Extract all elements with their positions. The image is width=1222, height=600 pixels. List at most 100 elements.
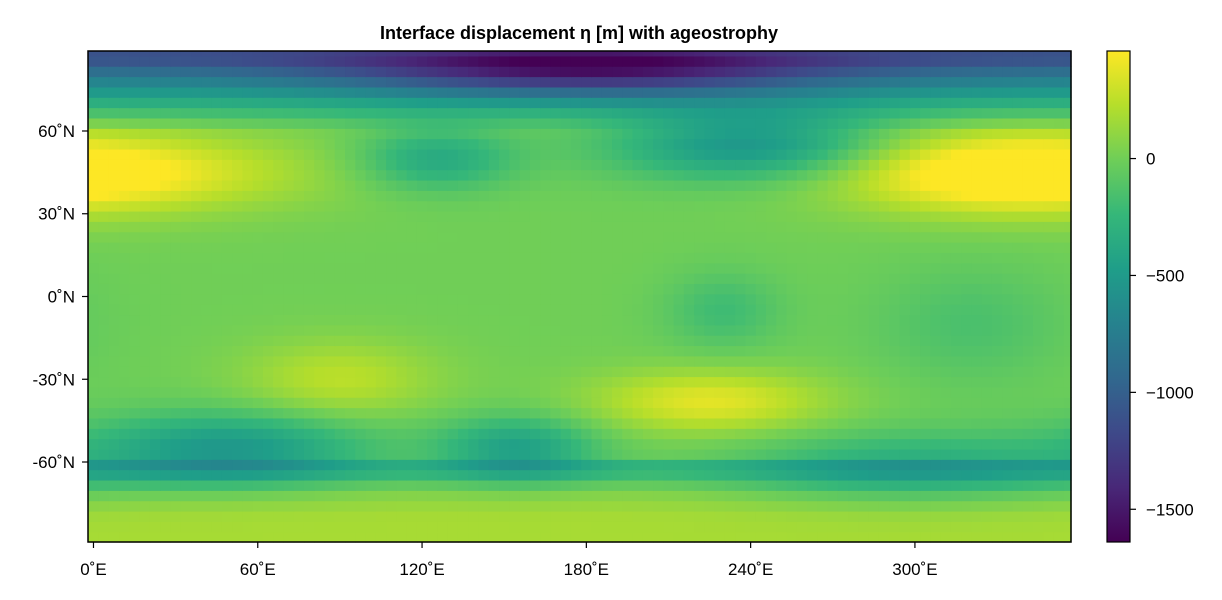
heatmap-cell bbox=[242, 273, 254, 284]
heatmap-cell bbox=[950, 148, 962, 160]
heatmap-cell bbox=[766, 490, 777, 502]
heatmap-cell bbox=[447, 324, 459, 336]
heatmap-cell bbox=[735, 376, 747, 388]
heatmap-cell bbox=[396, 479, 408, 491]
heatmap-cell bbox=[519, 107, 531, 119]
heatmap-cell bbox=[427, 304, 439, 316]
heatmap-cell bbox=[591, 51, 603, 57]
heatmap-cell bbox=[314, 386, 326, 398]
heatmap-cell bbox=[211, 314, 223, 326]
heatmap-cell bbox=[971, 304, 983, 316]
heatmap-cell bbox=[570, 273, 582, 284]
heatmap-cell bbox=[735, 231, 747, 243]
heatmap-cell bbox=[201, 179, 213, 191]
heatmap-cell bbox=[1002, 159, 1014, 171]
heatmap-cell bbox=[673, 148, 685, 160]
heatmap-cell bbox=[232, 469, 243, 481]
heatmap-cell bbox=[303, 479, 315, 491]
heatmap-cell bbox=[283, 500, 295, 512]
heatmap-cell bbox=[416, 314, 428, 326]
heatmap-cell bbox=[355, 169, 367, 181]
heatmap-cell bbox=[529, 355, 541, 367]
heatmap-cell bbox=[971, 376, 983, 388]
heatmap-cell bbox=[1022, 55, 1034, 67]
heatmap-cell bbox=[303, 438, 315, 450]
heatmap-cell bbox=[540, 97, 552, 109]
heatmap-cell bbox=[909, 169, 921, 181]
heatmap-cell bbox=[232, 200, 243, 212]
heatmap-cell bbox=[406, 210, 418, 222]
heatmap-cell bbox=[612, 459, 623, 471]
heatmap-cell bbox=[1022, 51, 1034, 57]
heatmap-cell bbox=[1002, 138, 1014, 150]
heatmap-cell bbox=[858, 76, 870, 88]
heatmap-cell bbox=[653, 200, 664, 212]
heatmap-cell bbox=[119, 438, 131, 450]
heatmap-cell bbox=[180, 531, 192, 543]
heatmap-cell bbox=[622, 231, 634, 243]
heatmap-cell bbox=[858, 314, 870, 326]
heatmap-cell bbox=[724, 531, 736, 543]
heatmap-cell bbox=[724, 262, 736, 274]
heatmap-cell bbox=[683, 273, 695, 284]
heatmap-cell bbox=[119, 417, 131, 429]
heatmap-cell bbox=[262, 521, 274, 533]
heatmap-cell bbox=[581, 479, 593, 491]
heatmap-cell bbox=[950, 107, 962, 119]
heatmap-cell bbox=[745, 242, 757, 253]
heatmap-cell bbox=[786, 200, 798, 212]
heatmap-cell bbox=[961, 55, 972, 67]
heatmap-cell bbox=[786, 148, 798, 160]
heatmap-cell bbox=[283, 469, 295, 481]
heatmap-cell bbox=[488, 510, 500, 522]
heatmap-cell bbox=[108, 531, 120, 543]
heatmap-cell bbox=[416, 510, 428, 522]
heatmap-cell bbox=[550, 128, 562, 140]
heatmap-cell bbox=[766, 262, 777, 274]
heatmap-cell bbox=[139, 304, 151, 316]
heatmap-cell bbox=[437, 76, 449, 88]
heatmap-cell bbox=[540, 148, 552, 160]
heatmap-cell bbox=[232, 283, 243, 295]
heatmap-cell bbox=[601, 138, 613, 150]
heatmap-cell bbox=[961, 76, 972, 88]
heatmap-cell bbox=[981, 76, 993, 88]
heatmap-cell bbox=[971, 510, 983, 522]
heatmap-cell bbox=[653, 138, 664, 150]
heatmap-cell bbox=[837, 200, 849, 212]
heatmap-cell bbox=[406, 76, 418, 88]
heatmap-cell bbox=[622, 210, 634, 222]
heatmap-cell bbox=[211, 407, 223, 419]
heatmap-cell bbox=[889, 510, 901, 522]
heatmap-cell bbox=[868, 283, 880, 295]
heatmap-cell bbox=[991, 469, 1003, 481]
heatmap-cell bbox=[981, 376, 993, 388]
heatmap-cell bbox=[303, 324, 315, 336]
heatmap-cell bbox=[570, 51, 582, 57]
heatmap-cell bbox=[345, 324, 356, 336]
heatmap-cell bbox=[211, 273, 223, 284]
heatmap-cell bbox=[191, 510, 202, 522]
heatmap-cell bbox=[273, 190, 285, 202]
heatmap-cell bbox=[416, 459, 428, 471]
heatmap-cell bbox=[673, 138, 685, 150]
heatmap-cell bbox=[858, 200, 870, 212]
heatmap-cell bbox=[540, 159, 552, 171]
heatmap-cell bbox=[766, 283, 777, 295]
heatmap-cell bbox=[540, 500, 552, 512]
heatmap-cell bbox=[878, 159, 890, 171]
heatmap-cell bbox=[950, 231, 962, 243]
heatmap-cell bbox=[776, 97, 788, 109]
heatmap-cell bbox=[868, 273, 880, 284]
heatmap-cell bbox=[796, 428, 808, 440]
heatmap-cell bbox=[283, 200, 295, 212]
heatmap-cell bbox=[324, 51, 336, 57]
heatmap-cell bbox=[786, 117, 798, 129]
heatmap-cell bbox=[303, 200, 315, 212]
heatmap-cell bbox=[1043, 448, 1055, 460]
heatmap-cell bbox=[612, 210, 623, 222]
heatmap-cell bbox=[663, 51, 675, 57]
heatmap-cell bbox=[909, 262, 921, 274]
heatmap-cell bbox=[406, 376, 418, 388]
heatmap-cell bbox=[714, 531, 726, 543]
